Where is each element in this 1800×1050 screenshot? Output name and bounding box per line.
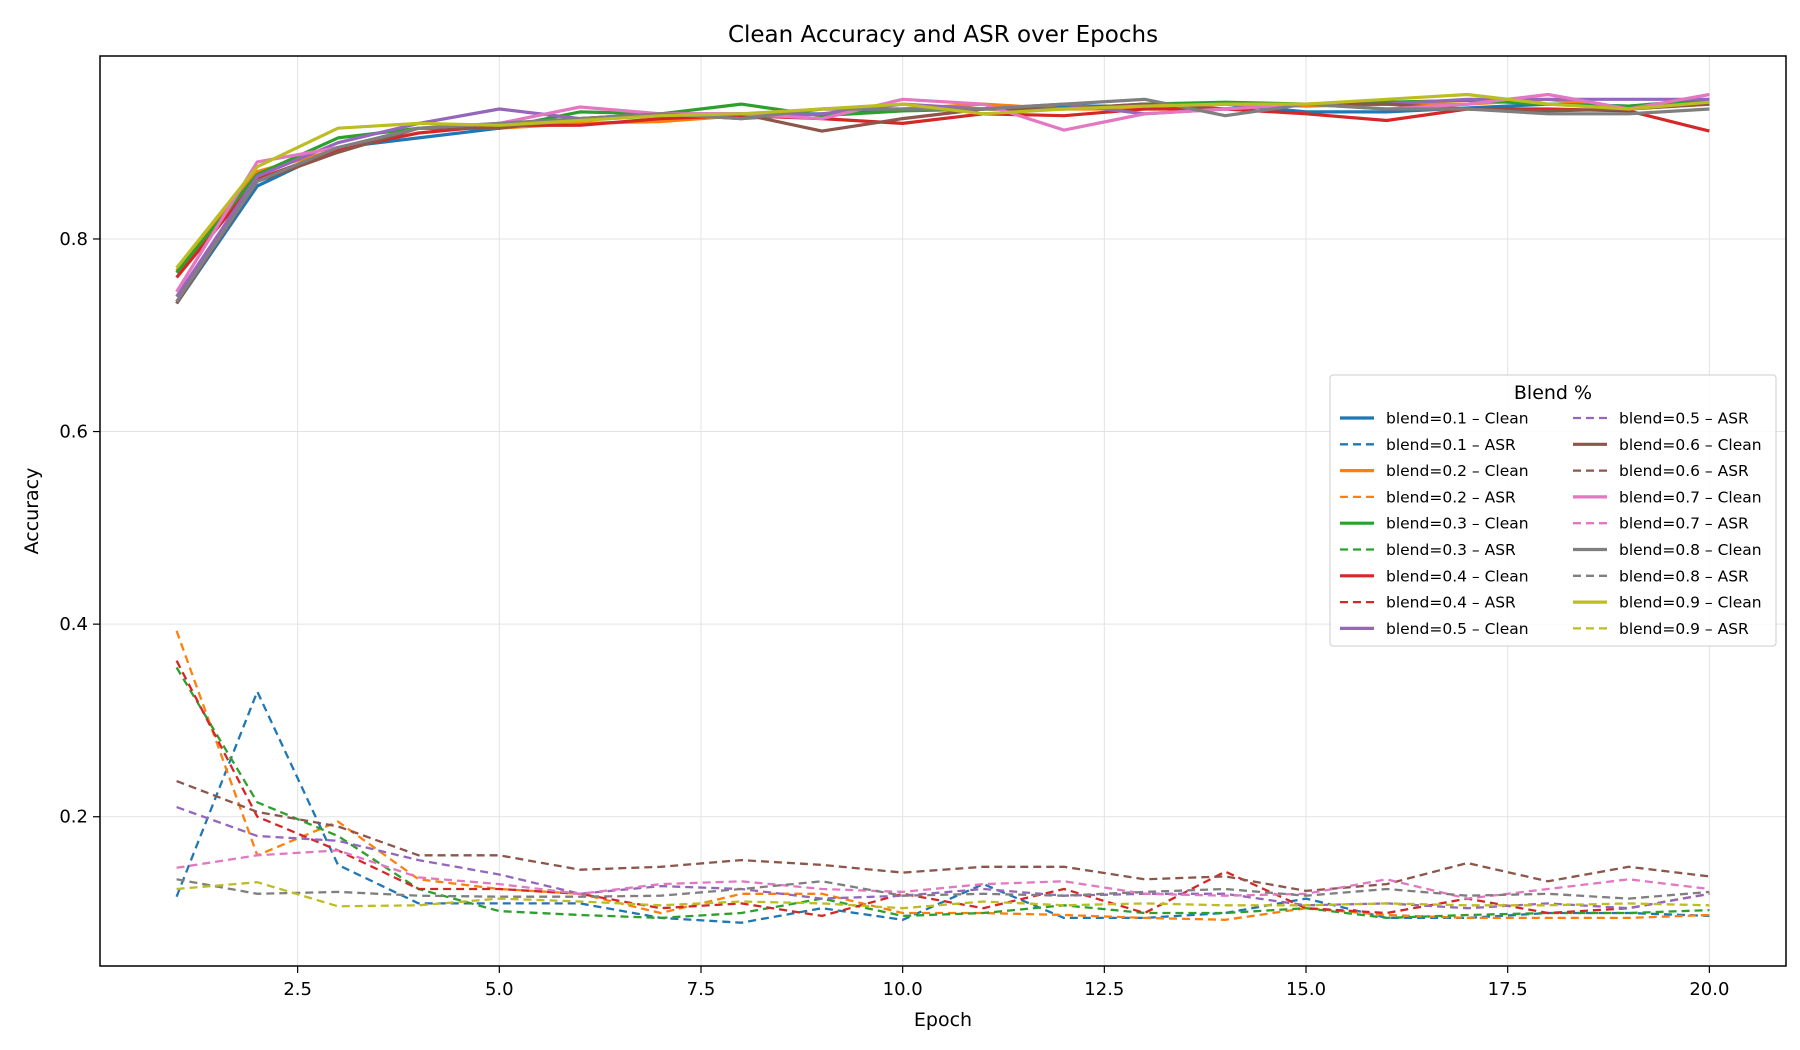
series-line-18 [176, 881, 1710, 910]
series-line-7 [175, 107, 1710, 279]
x-tick-label: 5.0 [485, 979, 514, 1000]
series-line-4 [175, 630, 1710, 921]
x-tick-label: 17.5 [1488, 979, 1528, 1000]
series-line-6 [175, 666, 1710, 920]
legend-title: Blend % [1514, 382, 1592, 404]
series-line-12 [176, 780, 1710, 893]
axis-ticks: 2.5 5.0 7.5 10.0 12.5 15.0 17.5 20.0 0.2 0.4 0.6 0.… [59, 229, 1729, 1000]
legend-entry-label: blend=0.3 – Clean [1386, 515, 1529, 533]
series-line-8 [175, 660, 1710, 918]
legend-entry-label: blend=0.5 – Clean [1386, 620, 1529, 638]
legend-entry-label: blend=0.6 – ASR [1619, 462, 1749, 480]
legend-entry-label: blend=0.5 – ASR [1619, 410, 1749, 428]
legend-entry-label: blend=0.8 – Clean [1619, 541, 1762, 559]
legend-entry-label: blend=0.2 – Clean [1386, 462, 1529, 480]
legend: Blend % blend=0.1 – Clean blend=0.1 – ASR b… [1329, 374, 1777, 647]
legend-entry-label: blend=0.9 – Clean [1619, 594, 1762, 612]
legend-entry-label: blend=0.1 – ASR [1386, 436, 1516, 454]
y-tick-label: 0.4 [59, 614, 88, 635]
x-tick-label: 15.0 [1286, 979, 1326, 1000]
y-tick-label: 0.8 [59, 229, 88, 250]
series-layer [175, 92, 1710, 924]
legend-entry-label: blend=0.3 – ASR [1386, 541, 1516, 559]
series-line-17 [175, 92, 1710, 269]
legend-entry-label: blend=0.4 – Clean [1386, 567, 1529, 585]
x-tick-label: 7.5 [687, 979, 716, 1000]
legend-entry-label: blend=0.7 – Clean [1619, 488, 1762, 506]
x-tick-label: 10.0 [883, 979, 923, 1000]
legend-entry-label: blend=0.7 – ASR [1619, 515, 1749, 533]
series-line-16 [176, 878, 1710, 900]
legend-entry-label: blend=0.1 – Clean [1386, 410, 1529, 428]
legend-entry-label: blend=0.4 – ASR [1386, 594, 1516, 612]
series-line-2 [175, 690, 1710, 924]
y-axis-label: Accuracy [21, 468, 43, 555]
legend-entry-label: blend=0.6 – Clean [1619, 436, 1762, 454]
legend-entry-label: blend=0.8 – ASR [1619, 567, 1749, 585]
y-tick-label: 0.6 [59, 422, 88, 443]
x-tick-label: 12.5 [1084, 979, 1124, 1000]
legend-entry-label: blend=0.2 – ASR [1386, 488, 1516, 506]
legend-box [1329, 374, 1777, 647]
x-axis-label: Epoch [914, 1009, 972, 1031]
x-tick-label: 20.0 [1689, 979, 1729, 1000]
series-line-10 [176, 806, 1710, 910]
series-line-15 [175, 97, 1710, 303]
legend-entry-label: blend=0.9 – ASR [1619, 620, 1749, 638]
plot-frame [99, 55, 1787, 967]
y-tick-label: 0.2 [59, 807, 88, 828]
chart-title: Clean Accuracy and ASR over Epochs [728, 22, 1158, 48]
series-line-9 [175, 97, 1710, 298]
x-tick-label: 2.5 [283, 979, 312, 1000]
